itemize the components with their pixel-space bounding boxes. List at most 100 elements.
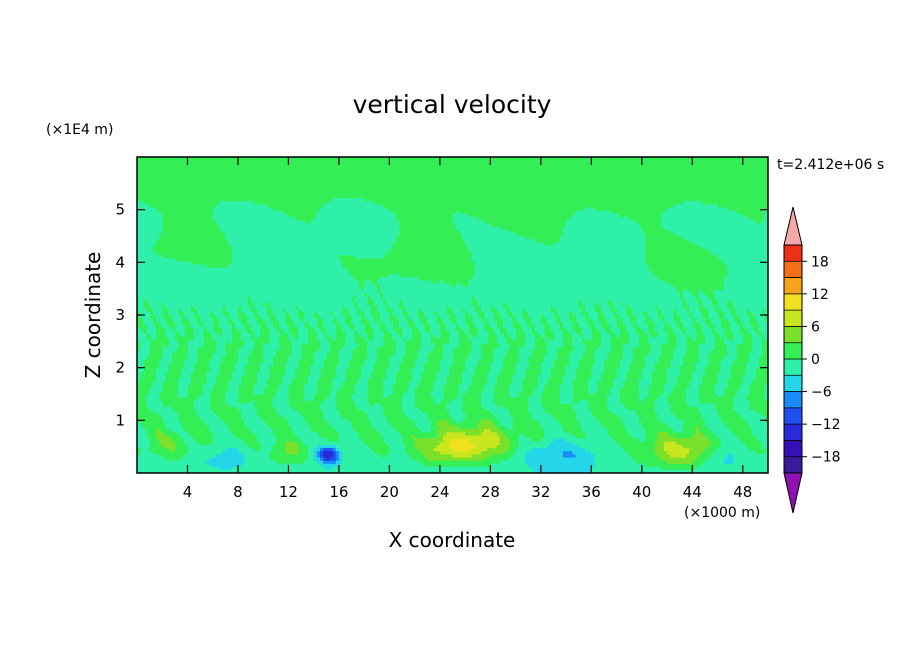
field-cell: [149, 207, 154, 212]
field-cell: [250, 403, 255, 408]
field-cell: [310, 447, 315, 452]
field-cell: [278, 232, 283, 237]
field-cell: [348, 308, 352, 313]
field-cell: [392, 217, 397, 221]
field-cell: [405, 277, 409, 281]
field-cell: [443, 422, 447, 426]
field-cell: [190, 324, 195, 329]
field-cell: [269, 264, 274, 268]
field-cell: [288, 416, 292, 420]
field-cell: [253, 463, 258, 468]
field-cell: [310, 311, 315, 316]
field-cell: [367, 365, 371, 370]
field-cell: [272, 346, 277, 351]
field-cell: [439, 394, 444, 398]
field-cell: [149, 457, 154, 461]
field-cell: [323, 302, 327, 306]
field-cell: [174, 416, 179, 420]
field-cell: [275, 330, 280, 335]
field-cell: [329, 273, 334, 278]
field-cell: [234, 296, 239, 300]
field-cell: [193, 346, 198, 351]
field-cell: [319, 365, 324, 370]
field-cell: [329, 226, 334, 231]
field-cell: [446, 425, 450, 430]
field-cell: [323, 337, 327, 341]
field-cell: [345, 343, 349, 347]
field-cell: [225, 201, 229, 205]
field-cell: [326, 251, 330, 256]
field-cell: [326, 460, 330, 464]
field-cell: [361, 447, 365, 452]
field-cell: [162, 362, 166, 366]
field-cell: [260, 384, 264, 389]
field-cell: [304, 460, 308, 464]
field-cell: [193, 330, 198, 335]
field-cell: [319, 463, 324, 468]
field-cell: [184, 365, 188, 370]
field-cell: [181, 292, 185, 297]
field-cell: [313, 299, 318, 303]
field-cell: [301, 248, 305, 253]
field-cell: [332, 248, 337, 253]
field-cell: [402, 400, 406, 404]
field-cell: [395, 296, 400, 300]
field-cell: [162, 302, 166, 306]
field-cell: [193, 349, 198, 354]
field-cell: [247, 267, 251, 272]
field-cell: [361, 204, 365, 208]
field-cell: [209, 450, 214, 455]
field-cell: [174, 305, 179, 310]
field-cell: [310, 302, 315, 306]
field-cell: [313, 387, 318, 392]
field-cell: [408, 387, 412, 392]
field-cell: [313, 267, 318, 272]
field-cell: [405, 280, 409, 284]
field-cell: [411, 283, 416, 287]
field-cell: [275, 394, 280, 398]
field-cell: [439, 365, 444, 370]
field-cell: [361, 223, 365, 227]
field-cell: [260, 457, 264, 461]
field-cell: [367, 217, 371, 221]
field-cell: [275, 232, 280, 237]
field-cell: [266, 229, 270, 234]
field-cell: [234, 217, 239, 221]
field-cell: [162, 466, 166, 471]
field-cell: [443, 444, 447, 449]
field-cell: [244, 201, 248, 205]
field-cell: [383, 236, 387, 240]
field-cell: [354, 403, 359, 408]
field-cell: [323, 400, 327, 404]
field-cell: [395, 438, 400, 442]
field-cell: [313, 375, 318, 379]
field-cell: [379, 213, 384, 218]
field-cell: [316, 333, 321, 338]
field-cell: [159, 305, 163, 310]
field-cell: [241, 210, 245, 215]
field-cell: [417, 365, 422, 370]
field-cell: [193, 352, 198, 357]
field-cell: [247, 460, 251, 464]
field-cell: [367, 371, 371, 376]
field-cell: [332, 419, 337, 423]
field-cell: [420, 444, 425, 449]
field-cell: [178, 292, 182, 297]
field-cell: [408, 286, 412, 291]
field-cell: [237, 277, 242, 281]
field-cell: [405, 469, 409, 474]
field-cell: [395, 349, 400, 354]
field-cell: [439, 444, 444, 449]
field-cell: [294, 220, 299, 224]
field-cell: [225, 454, 229, 458]
field-cell: [155, 368, 160, 373]
field-cell: [345, 346, 349, 351]
field-cell: [168, 280, 173, 284]
field-cell: [256, 229, 261, 234]
field-cell: [247, 463, 251, 468]
field-cell: [187, 273, 192, 278]
field-cell: [433, 333, 438, 338]
field-cell: [307, 454, 311, 458]
field-cell: [234, 321, 239, 325]
field-cell: [342, 422, 346, 426]
